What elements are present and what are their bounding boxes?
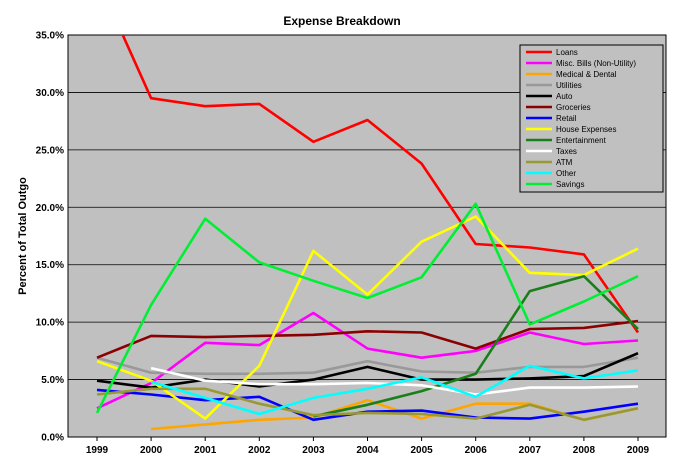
series-line-misc-bills-non-utility — [96, 311, 639, 410]
x-tick-label: 2001 — [194, 445, 217, 456]
legend-label: Savings — [556, 180, 584, 189]
y-axis-label: Percent of Total Outgo — [17, 177, 29, 295]
legend: Loans Misc. Bills (Non-Utility) Medical & … — [519, 44, 664, 193]
y-tick-label: 25.0% — [36, 145, 64, 156]
legend-label: Taxes — [556, 147, 577, 156]
y-tick-label: 35.0% — [36, 31, 64, 42]
x-tick-label: 1999 — [86, 445, 109, 456]
legend-label: Entertainment — [556, 136, 607, 145]
series-line-entertainment — [313, 274, 639, 418]
legend-label: Retail — [556, 114, 577, 123]
legend-label: Groceries — [556, 103, 591, 112]
legend-label: Medical & Dental — [556, 70, 617, 79]
y-tick-label: 5.0% — [41, 375, 64, 386]
x-tick-label: 2002 — [248, 445, 271, 456]
y-tick-label: 0.0% — [41, 433, 64, 444]
x-tick-label: 2004 — [356, 445, 379, 456]
legend-label: ATM — [556, 158, 573, 167]
legend-label: Auto — [556, 92, 573, 101]
series-line-utilities — [96, 356, 639, 376]
x-tick-label: 2007 — [519, 445, 542, 456]
x-tick-label: 2003 — [302, 445, 325, 456]
series-lines — [95, 35, 640, 431]
series-line-loans — [121, 35, 640, 334]
series-line-other — [150, 364, 639, 416]
legend-label: Other — [556, 169, 576, 178]
series-line-auto — [96, 352, 639, 389]
x-axis-ticks: 1999 2000 2001 2002 2003 2004 2005 2006 2007 2008… — [86, 437, 650, 456]
y-tick-label: 15.0% — [36, 260, 64, 271]
x-tick-label: 2006 — [465, 445, 488, 456]
legend-label: Loans — [556, 48, 578, 57]
legend-label: Misc. Bills (Non-Utility) — [556, 59, 636, 68]
series-line-house-expenses — [96, 215, 639, 420]
legend-label: Utilities — [556, 81, 582, 90]
x-tick-label: 2000 — [140, 445, 163, 456]
series-line-atm — [96, 387, 639, 422]
legend-label: House Expenses — [556, 125, 616, 134]
series-line-savings — [95, 202, 639, 414]
y-axis-ticks: 0.0% 5.0% 10.0% 15.0% 20.0% 25.0% 30.0% 35.0% — [36, 31, 64, 444]
y-tick-label: 20.0% — [36, 203, 64, 214]
series-line-groceries — [96, 319, 639, 359]
y-tick-label: 30.0% — [36, 88, 64, 99]
x-tick-label: 2009 — [627, 445, 650, 456]
chart-title: Expense Breakdown — [283, 14, 400, 28]
x-tick-label: 2005 — [410, 445, 433, 456]
x-tick-label: 2008 — [573, 445, 596, 456]
y-tick-label: 10.0% — [36, 318, 64, 329]
